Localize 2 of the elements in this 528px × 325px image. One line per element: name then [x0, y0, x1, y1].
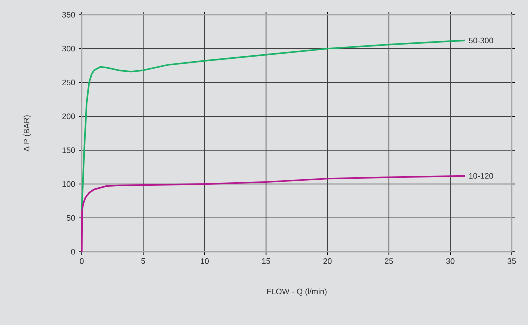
line-series — [81, 40, 466, 212]
line-series — [81, 175, 466, 253]
